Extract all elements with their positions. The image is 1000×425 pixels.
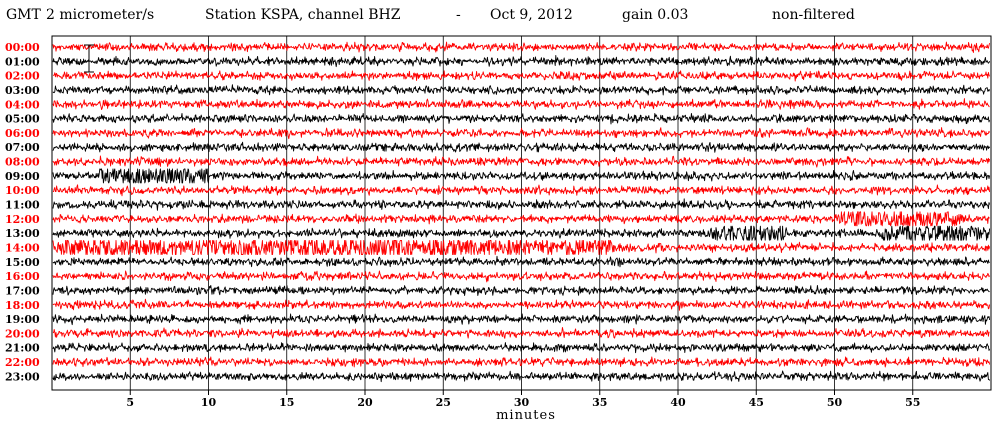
- trace-hour-13: [52, 225, 991, 241]
- hour-label-9: 09:00: [5, 170, 40, 183]
- hour-label-3: 03:00: [5, 84, 40, 97]
- x-tick-label-10: 10: [201, 396, 217, 409]
- hour-label-13: 13:00: [5, 227, 40, 240]
- x-tick-label-35: 35: [592, 396, 607, 409]
- x-tick-label-55: 55: [905, 396, 920, 409]
- chart-title: GMT 2 micrometer/s Station KSPA, channel…: [6, 7, 855, 23]
- hour-label-18: 18:00: [5, 299, 40, 312]
- trace-hour-17: [52, 284, 990, 296]
- title-gain: gain 0.03: [622, 7, 688, 23]
- trace-hour-0: [52, 41, 991, 53]
- hour-label-8: 08:00: [5, 156, 40, 169]
- title-filter: non-filtered: [772, 7, 855, 23]
- trace-hour-4: [52, 98, 990, 111]
- trace-hour-21: [52, 342, 991, 354]
- hour-label-20: 20:00: [5, 327, 40, 340]
- hour-label-0: 00:00: [5, 41, 40, 54]
- trace-hour-19: [52, 313, 991, 326]
- trace-hour-3: [52, 84, 991, 96]
- x-axis-label: minutes: [496, 408, 556, 423]
- trace-hour-18: [52, 298, 991, 311]
- hour-label-2: 02:00: [5, 70, 40, 83]
- title-prefix: GMT: [6, 7, 42, 23]
- title-units: 2 micrometer/s: [46, 7, 154, 23]
- hour-label-23: 23:00: [5, 370, 40, 383]
- hour-label-16: 16:00: [5, 270, 40, 283]
- hour-label-7: 07:00: [5, 141, 40, 154]
- trace-hour-2: [53, 70, 991, 82]
- x-tick-label-50: 50: [827, 396, 843, 409]
- trace-hour-1: [52, 55, 991, 68]
- trace-hour-22: [52, 356, 991, 368]
- hour-label-11: 11:00: [5, 199, 40, 212]
- trace-hour-8: [52, 155, 991, 168]
- hour-label-15: 15:00: [5, 256, 40, 269]
- trace-hour-15: [52, 255, 990, 268]
- trace-hour-10: [52, 184, 991, 197]
- trace-hour-5: [52, 112, 991, 125]
- title-station: Station KSPA, channel BHZ: [205, 7, 401, 23]
- title-separator: -: [456, 7, 461, 23]
- hour-label-14: 14:00: [5, 241, 40, 254]
- x-tick-label-40: 40: [670, 396, 686, 409]
- trace-hour-16: [52, 270, 990, 283]
- x-tick-label-25: 25: [436, 396, 451, 409]
- trace-hour-12: [52, 211, 990, 227]
- title-date: Oct 9, 2012: [490, 7, 573, 23]
- trace-hour-6: [52, 127, 991, 140]
- x-tick-label-45: 45: [749, 396, 764, 409]
- trace-hour-7: [52, 141, 991, 153]
- trace-hour-11: [52, 198, 991, 211]
- hour-label-17: 17:00: [5, 284, 40, 297]
- trace-hour-20: [52, 327, 990, 339]
- hour-label-21: 21:00: [5, 342, 40, 355]
- x-tick-label-5: 5: [126, 396, 134, 409]
- x-tick-label-30: 30: [514, 396, 530, 409]
- hour-label-1: 01:00: [5, 55, 40, 68]
- trace-hour-23: [52, 370, 990, 383]
- hour-label-6: 06:00: [5, 127, 40, 140]
- trace-hour-14: [52, 240, 991, 255]
- trace-hour-9: [52, 168, 991, 184]
- hour-label-12: 12:00: [5, 213, 40, 226]
- x-tick-label-20: 20: [357, 396, 373, 409]
- x-tick-label-15: 15: [279, 396, 294, 409]
- hour-label-10: 10:00: [5, 184, 40, 197]
- hour-label-4: 04:00: [5, 98, 40, 111]
- hour-label-19: 19:00: [5, 313, 40, 326]
- hour-label-5: 05:00: [5, 113, 40, 126]
- hour-label-22: 22:00: [5, 356, 40, 369]
